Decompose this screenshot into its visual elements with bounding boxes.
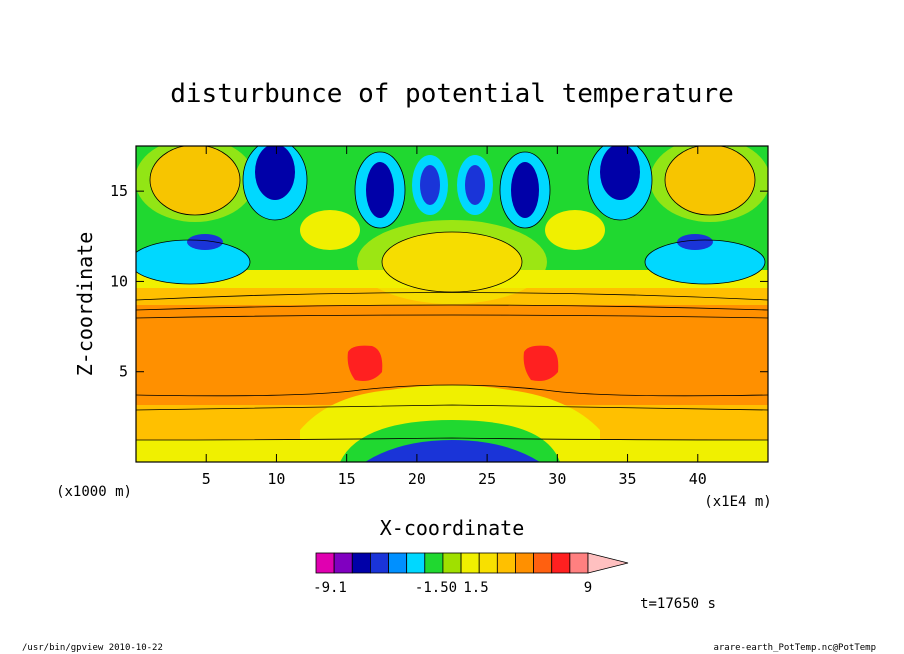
colorbar-label: 9	[584, 580, 592, 596]
colorbar-segment	[569, 552, 589, 574]
footer-left: /usr/bin/gpview 2010-10-22	[22, 643, 163, 653]
field-bottom-blue	[365, 440, 540, 462]
field-yellow-top-right	[650, 146, 768, 222]
field-blue-upper-5	[420, 165, 440, 205]
colorbar-segment	[388, 552, 408, 574]
y-tick-label: 10	[110, 272, 128, 290]
x-tick-label: 20	[408, 470, 426, 488]
field-blue-upper-1	[255, 146, 295, 200]
y-tick-label: 15	[110, 182, 128, 200]
colorbar-label: 1.5	[463, 580, 488, 596]
plot-area	[136, 146, 768, 462]
field-cyan-right	[645, 240, 765, 284]
field-red-blob-right	[523, 345, 559, 381]
x-tick-label: 5	[202, 470, 211, 488]
colorbar-segment	[533, 552, 553, 574]
y-axis-label: Z-coordinate	[73, 232, 97, 377]
colorbar-segment	[551, 552, 571, 574]
colorbar-label: -9.1	[313, 580, 347, 596]
field-blue-right-mid	[677, 234, 713, 250]
colorbar-extend	[587, 552, 629, 574]
colorbar-segment	[333, 552, 353, 574]
colorbar: -9.1 -1.50 1.5 9	[313, 552, 629, 596]
x-tick-label: 30	[548, 470, 566, 488]
x-tick-label: 25	[478, 470, 496, 488]
field-yellow-side-right	[545, 210, 605, 250]
y-tick-label: 5	[119, 363, 128, 381]
plot-frame	[135, 145, 769, 463]
x-unit-label: (x1E4 m)	[704, 494, 771, 510]
colorbar-segment	[515, 552, 535, 574]
field-blue-upper-2	[600, 146, 640, 200]
x-tick-label: 40	[689, 470, 707, 488]
chart-title: disturbunce of potential temperature	[170, 79, 734, 109]
x-tick-label: 15	[338, 470, 356, 488]
colorbar-segment	[406, 552, 426, 574]
colorbar-segment	[424, 552, 444, 574]
y-unit-label: (x1000 m)	[56, 484, 132, 500]
field-blue-upper-6	[465, 165, 485, 205]
footer-right: arare-earth_PotTemp.nc@PotTemp	[713, 643, 876, 653]
colorbar-segment	[315, 552, 335, 574]
field-blue-upper-3	[366, 162, 394, 218]
field-yellow-center	[357, 220, 547, 304]
colorbar-segment	[442, 552, 462, 574]
field-blue-left-mid	[187, 234, 223, 250]
field-red-blob-left	[347, 345, 383, 381]
x-tick-label: 35	[619, 470, 637, 488]
y-axis-ticks: 5 10 15	[110, 182, 768, 381]
colorbar-segment	[478, 552, 498, 574]
colorbar-segment	[351, 552, 371, 574]
field-yellow-side-left	[300, 210, 360, 250]
colorbar-segment	[460, 552, 480, 574]
field-yellow-top-left	[136, 146, 255, 222]
field-cyan-left	[136, 240, 250, 284]
time-label: t=17650 s	[640, 596, 716, 612]
x-tick-label: 10	[267, 470, 285, 488]
colorbar-segment	[369, 552, 389, 574]
field-blue-upper-4	[511, 162, 539, 218]
colorbar-label: -1.50	[415, 580, 457, 596]
x-axis-label: X-coordinate	[380, 516, 525, 540]
colorbar-segment	[496, 552, 516, 574]
contour-lines	[136, 146, 768, 441]
x-axis-ticks: 5 10 15 20 25 30 35 40	[202, 146, 707, 488]
